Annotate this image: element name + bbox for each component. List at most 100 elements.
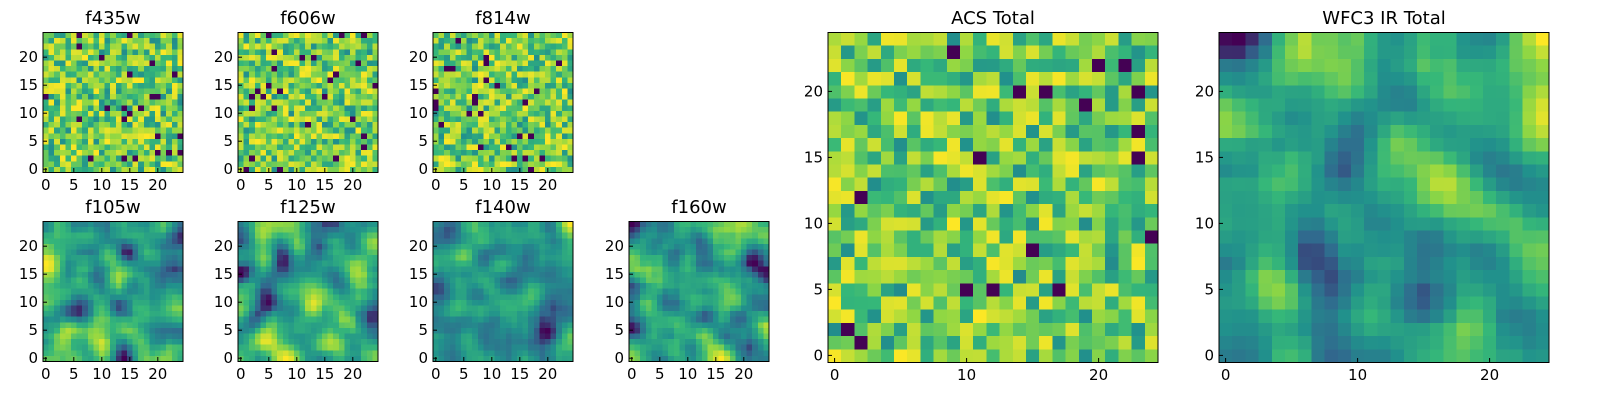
heatmap-cell [494,43,501,50]
heatmap-cell [477,316,484,323]
heatmap-cell [685,349,692,356]
heatmap-cell [254,316,261,323]
heatmap-cell [489,127,496,134]
heatmap-cell [310,76,317,83]
heatmap-cell [517,226,524,233]
heatmap-cell [517,338,524,345]
heatmap-cell [171,305,178,312]
heatmap-cell [707,316,714,323]
heatmap-cell [87,271,94,278]
heatmap-cell [87,237,94,244]
heatmap-cell [294,237,301,244]
heatmap-cell [854,124,869,139]
heatmap-cell [500,116,507,123]
heatmap-cell [299,32,306,39]
heatmap-cell [249,232,256,239]
heatmap-cell [841,348,855,363]
heatmap-cell [93,277,100,284]
y-tick-label: 15 [605,265,624,283]
heatmap-cell [500,338,507,345]
heatmap-cell [461,110,468,117]
heatmap-cell [561,221,568,228]
heatmap-cell [271,32,278,39]
heatmap-cell [160,226,167,233]
panel-f606w: f606w 0 5 10 15 20 0 5 10 15 20 [208,8,382,196]
heatmap-cell [629,232,636,239]
heatmap-cell [366,293,373,300]
heatmap-cell [1065,137,1080,152]
heatmap-cell [662,271,669,278]
heatmap-cell [294,65,301,72]
heatmap-cell [294,221,301,228]
heatmap-cell [282,260,289,267]
heatmap-cell [338,32,345,39]
heatmap-cell [59,237,66,244]
heatmap-cell [361,265,368,272]
heatmap-cell [361,121,368,128]
heatmap-cell [48,316,55,323]
heatmap-cell [127,71,134,78]
heatmap-cell [645,221,652,228]
heatmap-cell [338,232,345,239]
heatmap-cell [333,127,340,134]
heatmap-cell [673,232,680,239]
heatmap-cell [305,155,312,162]
heatmap-cell [668,254,675,261]
heatmap-cell [238,32,245,39]
heatmap-cell [645,282,652,289]
heatmap-cell [361,93,368,100]
heatmap-cell [505,76,512,83]
heatmap-cell [444,338,451,345]
heatmap-cell [685,226,692,233]
heatmap-cell [361,71,368,78]
heatmap-cell [986,137,1001,152]
heatmap-cell [132,305,139,312]
heatmap-cell [299,232,306,239]
heatmap-cell [260,82,267,89]
heatmap-cell [54,60,61,67]
heatmap-cell [115,349,122,356]
heatmap-cell [121,282,128,289]
heatmap-cell [99,65,106,72]
heatmap-cell [366,116,373,123]
heatmap-cell [741,260,748,267]
heatmap-cell [539,99,546,106]
heatmap-cell [920,124,935,139]
heatmap-cell [361,37,368,44]
heatmap-cell [1118,137,1133,152]
heatmap-cell [946,269,961,284]
heatmap-cell [132,138,139,145]
heatmap-cell [522,93,529,100]
heatmap-cell [511,132,518,139]
heatmap-cell [171,121,178,128]
heatmap-cell [361,243,368,250]
heatmap-cell [127,237,134,244]
heatmap-cell [567,277,574,284]
heatmap-cell [160,121,167,128]
heatmap-cell [438,127,445,134]
heatmap-cell [1052,190,1067,205]
heatmap-cell [138,299,145,306]
heatmap-cell [350,99,357,106]
heatmap-cell [438,226,445,233]
heatmap-cell [556,355,563,362]
heatmap-cell [1118,164,1133,178]
heatmap-cell [539,254,546,261]
heatmap-cell [444,160,451,167]
heatmap-cell [561,338,568,345]
heatmap-cell [271,226,278,233]
heatmap-cell [841,164,855,178]
heatmap-cell [511,277,518,284]
heatmap-cell [43,310,50,317]
heatmap-cell [528,121,535,128]
heatmap-cell [115,316,122,323]
heatmap-cell [344,116,351,123]
heatmap-cell [59,288,66,295]
heatmap-cell [143,288,150,295]
heatmap-cell [372,54,379,61]
heatmap-cell [673,249,680,256]
heatmap-cell [679,338,686,345]
heatmap-cell [322,54,329,61]
heatmap-cell [366,110,373,117]
heatmap-cell [288,254,295,261]
